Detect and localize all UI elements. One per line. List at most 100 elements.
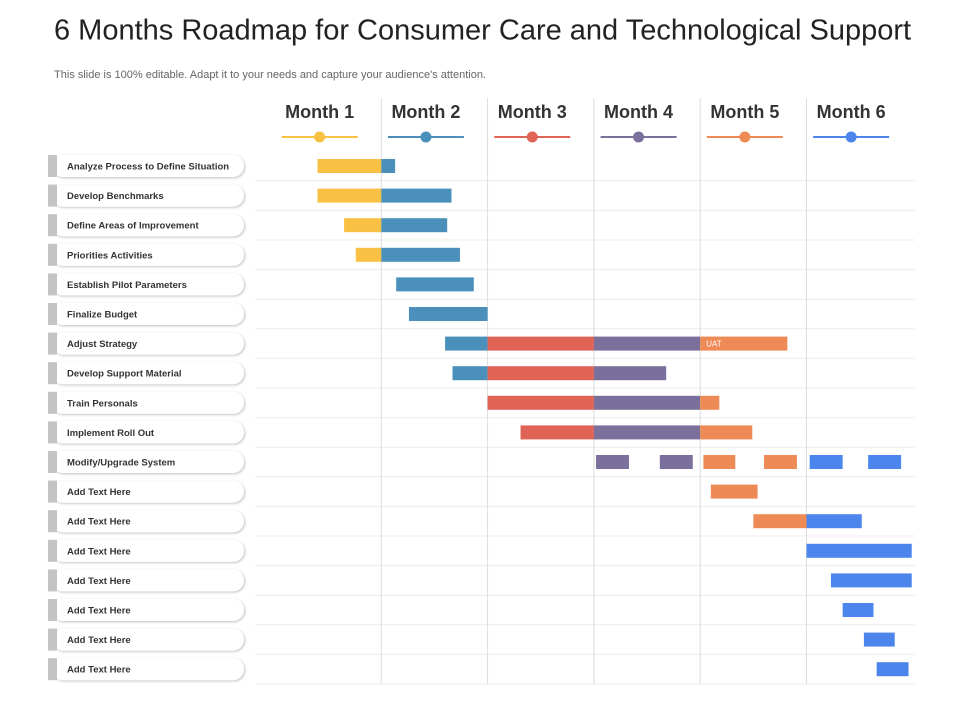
task-label: Add Text Here <box>67 606 131 617</box>
month-label: Month 3 <box>498 102 567 122</box>
month-dot <box>420 131 432 143</box>
label-pill <box>52 599 244 621</box>
label-tab <box>48 362 57 385</box>
task-label: Add Text Here <box>67 546 131 557</box>
label-tab <box>48 391 57 414</box>
task-label: Add Text Here <box>67 517 131 528</box>
month-dot <box>845 131 857 143</box>
task-label: Add Text Here <box>67 487 131 498</box>
task-bar <box>806 514 862 529</box>
label-tab <box>48 184 57 207</box>
label-pill <box>52 184 244 207</box>
label-tab <box>48 599 57 621</box>
label-pill <box>52 421 244 444</box>
task-label: Priorities Activities <box>67 250 153 261</box>
title: 6 Months Roadmap for Consumer Care and T… <box>54 15 911 47</box>
task-label: Implement Roll Out <box>67 428 155 439</box>
subtitle: This slide is 100% editable. Adapt it to… <box>54 69 486 81</box>
task-bar <box>700 336 788 351</box>
task-label: Develop Support Material <box>67 369 182 380</box>
label-pill <box>52 451 244 473</box>
task-bar <box>520 425 594 440</box>
task-bar <box>317 188 382 203</box>
task-bar <box>830 573 912 588</box>
month-label: Month 5 <box>710 102 779 122</box>
task-bar <box>317 159 382 173</box>
label-tab <box>48 243 57 266</box>
month-dot <box>633 131 645 143</box>
label-tab <box>48 510 57 533</box>
label-pill <box>52 628 244 651</box>
month-dot <box>739 131 751 143</box>
task-bar <box>700 395 720 410</box>
task-bar <box>710 484 758 499</box>
task-bar <box>381 159 396 173</box>
task-label: Add Text Here <box>67 576 131 587</box>
task-bar <box>593 336 701 351</box>
task-label: Define Areas of Improvement <box>67 221 199 232</box>
task-bar <box>842 603 874 617</box>
label-tab <box>48 155 57 177</box>
label-tab <box>48 480 57 503</box>
task-bar <box>487 336 594 351</box>
label-tab <box>48 628 57 651</box>
task-bar <box>863 632 895 647</box>
task-label: Add Text Here <box>67 665 131 676</box>
label-tab <box>48 539 57 562</box>
label-tab <box>48 658 57 681</box>
task-bar <box>596 455 629 469</box>
month-label: Month 2 <box>391 102 460 122</box>
task-bar <box>593 395 701 410</box>
label-pill <box>52 480 244 503</box>
task-bar <box>593 425 701 440</box>
label-tab <box>48 569 57 592</box>
task-bar <box>487 395 594 410</box>
label-pill <box>52 155 244 177</box>
label-pill <box>52 303 244 325</box>
label-tab <box>48 451 57 473</box>
task-label: Develop Benchmarks <box>67 191 164 202</box>
label-pill <box>52 658 244 681</box>
task-bar <box>381 218 448 233</box>
task-bar <box>445 336 488 351</box>
task-bar <box>355 247 382 262</box>
task-bar <box>700 425 753 440</box>
task-bar <box>659 455 693 469</box>
task-label: Finalize Budget <box>67 310 138 321</box>
task-bar <box>381 247 460 262</box>
task-bar <box>396 277 474 292</box>
task-label: Establish Pilot Parameters <box>67 280 187 291</box>
month-label: Month 1 <box>285 102 354 122</box>
task-bar <box>703 455 736 469</box>
label-pill <box>52 391 244 414</box>
task-bar <box>753 514 807 529</box>
task-bar <box>806 543 912 558</box>
task-label: Train Personals <box>67 398 138 409</box>
task-label: Modify/Upgrade System <box>67 458 175 469</box>
label-tab <box>48 332 57 355</box>
label-pill <box>52 510 244 533</box>
label-pill <box>52 273 244 296</box>
label-pill <box>52 332 244 355</box>
task-bar <box>868 455 902 469</box>
task-bar <box>763 455 797 469</box>
task-label: Adjust Strategy <box>67 339 138 350</box>
task-bar <box>452 366 488 381</box>
task-bar <box>408 307 488 321</box>
label-tab <box>48 273 57 296</box>
month-label: Month 6 <box>817 102 886 122</box>
label-pill <box>52 362 244 385</box>
label-pill <box>52 214 244 237</box>
task-bar <box>487 366 594 381</box>
label-pill <box>52 539 244 562</box>
month-label: Month 4 <box>604 102 673 122</box>
label-tab <box>48 421 57 444</box>
label-pill <box>52 569 244 592</box>
month-dot <box>526 131 538 143</box>
task-bar <box>876 662 909 677</box>
bar-label: UAT <box>706 340 722 349</box>
task-label: Add Text Here <box>67 635 131 646</box>
task-bar <box>344 218 382 233</box>
month-dot <box>314 131 326 143</box>
